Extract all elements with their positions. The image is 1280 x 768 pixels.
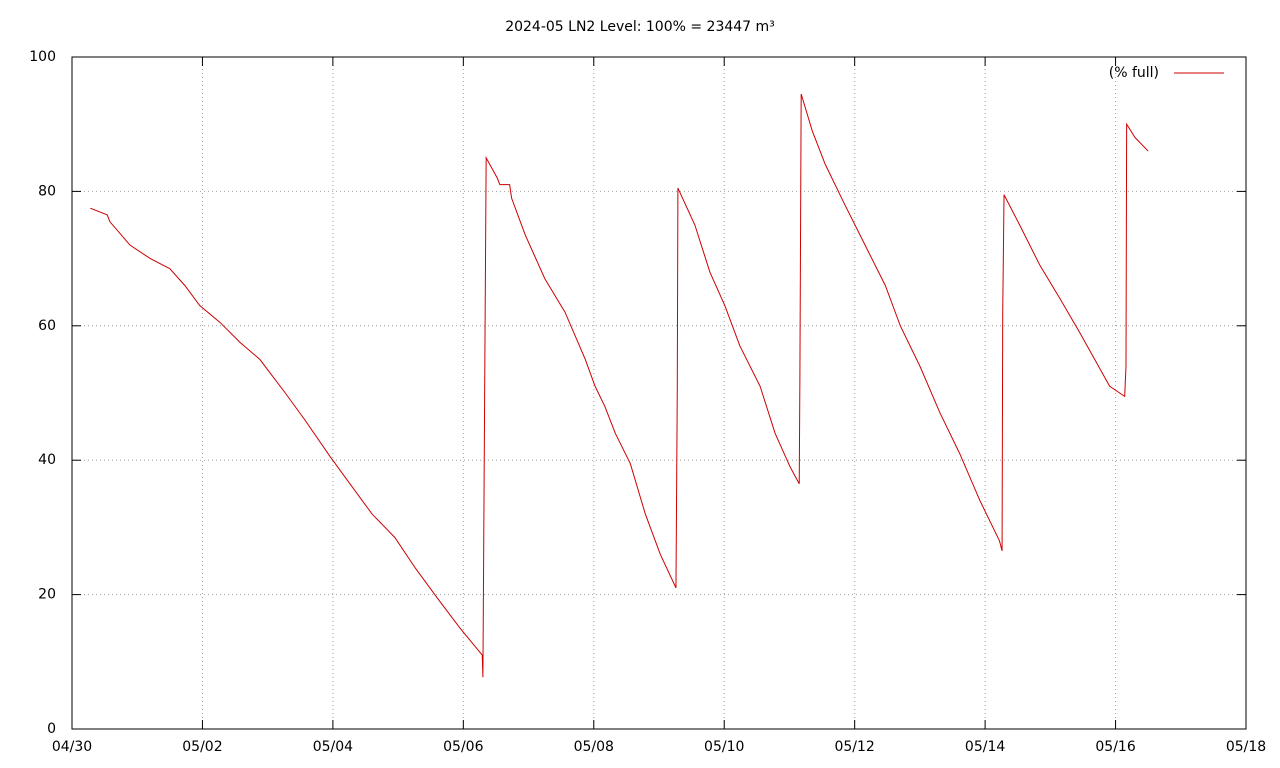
y-tick-label: 40 [38, 452, 56, 468]
x-tick-label: 05/06 [443, 739, 483, 755]
x-tick-label: 05/14 [965, 739, 1005, 755]
x-tick-label: 05/08 [574, 739, 614, 755]
data-line [90, 93, 1149, 678]
x-tick-label: 05/18 [1226, 739, 1266, 755]
y-tick-label: 60 [38, 318, 56, 334]
y-tick-label: 0 [47, 721, 56, 737]
legend-label: (% full) [1109, 65, 1159, 81]
x-tick-label: 05/16 [1095, 739, 1135, 755]
y-tick-label: 100 [29, 49, 56, 65]
y-tick-label: 20 [38, 587, 56, 603]
x-tick-label: 05/10 [704, 739, 744, 755]
x-tick-label: 05/12 [834, 739, 874, 755]
x-tick-label: 05/02 [182, 739, 222, 755]
x-tick-label: 05/04 [313, 739, 353, 755]
chart-title: 2024-05 LN2 Level: 100% = 23447 m³ [505, 19, 775, 35]
plot-frame [71, 56, 1247, 730]
y-tick-label: 80 [38, 183, 56, 199]
x-tick-label: 04/30 [52, 739, 92, 755]
